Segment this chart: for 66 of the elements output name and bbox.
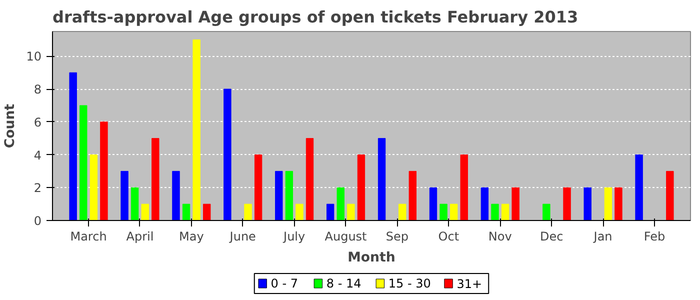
bar xyxy=(275,170,283,220)
bar xyxy=(224,88,232,220)
x-tick-label: Sep xyxy=(386,230,409,244)
bar xyxy=(203,204,211,220)
bar xyxy=(378,138,386,220)
y-tick-label: 2 xyxy=(34,181,42,196)
bar xyxy=(254,154,262,220)
bar xyxy=(408,170,417,220)
bar xyxy=(69,72,77,220)
bar xyxy=(80,105,88,220)
bar xyxy=(244,204,252,220)
bar xyxy=(440,204,448,220)
bar xyxy=(182,204,190,220)
x-tick-label: Jan xyxy=(592,230,612,244)
bar xyxy=(460,154,468,220)
x-tick-label: May xyxy=(179,230,204,244)
bar xyxy=(306,138,314,220)
bar xyxy=(141,204,149,220)
y-tick-label: 10 xyxy=(26,50,42,64)
bar xyxy=(336,187,344,220)
legend-label: 31+ xyxy=(456,277,482,291)
y-tick-label: 6 xyxy=(34,115,42,130)
bar xyxy=(666,170,674,220)
bar xyxy=(501,204,510,220)
bar xyxy=(614,187,622,220)
bar xyxy=(480,187,489,220)
bar xyxy=(192,39,200,220)
x-tick-label: Feb xyxy=(644,230,666,244)
x-tick-label: Oct xyxy=(438,230,460,244)
bar xyxy=(635,154,643,220)
x-tick-label: July xyxy=(282,230,306,244)
bar xyxy=(542,204,550,220)
bar xyxy=(347,204,355,220)
x-tick-label: Dec xyxy=(540,230,564,244)
legend-label: 8 - 14 xyxy=(326,276,362,290)
bar xyxy=(491,204,499,220)
bar xyxy=(450,204,458,220)
y-tick-label: 4 xyxy=(34,148,42,162)
bar xyxy=(172,170,180,220)
bar xyxy=(90,154,98,220)
bar xyxy=(120,170,128,220)
bar xyxy=(357,154,366,220)
legend-label: 15 - 30 xyxy=(388,276,431,290)
bar xyxy=(584,187,592,220)
bar xyxy=(130,187,139,220)
bar xyxy=(512,187,520,220)
bar xyxy=(326,204,334,220)
bar xyxy=(429,187,438,220)
bar xyxy=(296,204,304,220)
bar xyxy=(100,122,108,220)
bar xyxy=(398,204,406,220)
y-tick-label: 8 xyxy=(34,82,42,97)
x-tick-label: August xyxy=(324,230,368,244)
x-tick-label: April xyxy=(126,230,154,244)
x-axis-title: Month xyxy=(348,250,396,266)
bar xyxy=(285,170,294,220)
bar xyxy=(604,187,612,220)
y-tick-label: 0 xyxy=(34,214,42,228)
x-tick-label: March xyxy=(70,230,107,244)
bar xyxy=(563,187,571,220)
y-axis-title: Count xyxy=(3,103,18,148)
chart-title: drafts-approval Age groups of open tickets February 2013 xyxy=(52,8,578,26)
legend-label: 0 - 7 xyxy=(270,276,298,290)
x-tick-label: June xyxy=(228,230,256,244)
bar xyxy=(152,138,160,220)
x-tick-label: Nov xyxy=(488,230,512,244)
